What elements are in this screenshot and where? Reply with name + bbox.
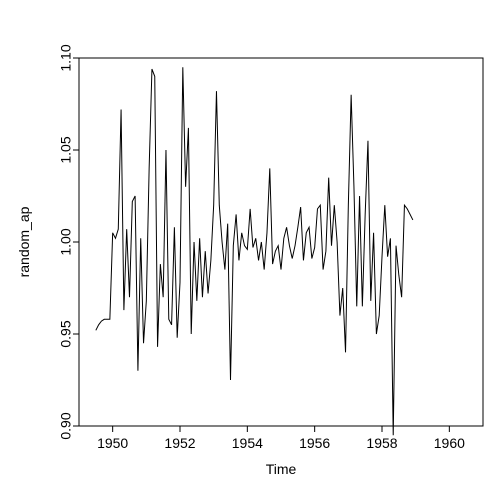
y-tick-label: 0.95	[58, 320, 74, 347]
x-tick-label: 1956	[299, 435, 330, 451]
x-tick-label: 1958	[366, 435, 397, 451]
data-line	[96, 67, 413, 435]
y-tick-label: 1.10	[58, 44, 74, 71]
y-tick-label: 1.00	[58, 228, 74, 255]
y-axis-ticks: 0.90 0.95 1.00 1.05 1.10	[58, 44, 79, 439]
time-series-chart: 1950 1952 1954 1956 1958 1960 0.90 0.95 1.00 1.0…	[0, 0, 504, 504]
x-tick-label: 1952	[164, 435, 195, 451]
x-axis-label: Time	[266, 461, 297, 477]
y-tick-label: 0.90	[58, 412, 74, 439]
y-tick-label: 1.05	[58, 136, 74, 163]
x-axis-ticks: 1950 1952 1954 1956 1958 1960	[97, 426, 465, 451]
plot-border	[79, 58, 483, 426]
chart-svg: 1950 1952 1954 1956 1958 1960 0.90 0.95 1.00 1.0…	[0, 0, 504, 504]
x-tick-label: 1954	[232, 435, 263, 451]
x-tick-label: 1950	[97, 435, 128, 451]
x-tick-label: 1960	[434, 435, 465, 451]
y-axis-label: random_ap	[16, 206, 32, 277]
